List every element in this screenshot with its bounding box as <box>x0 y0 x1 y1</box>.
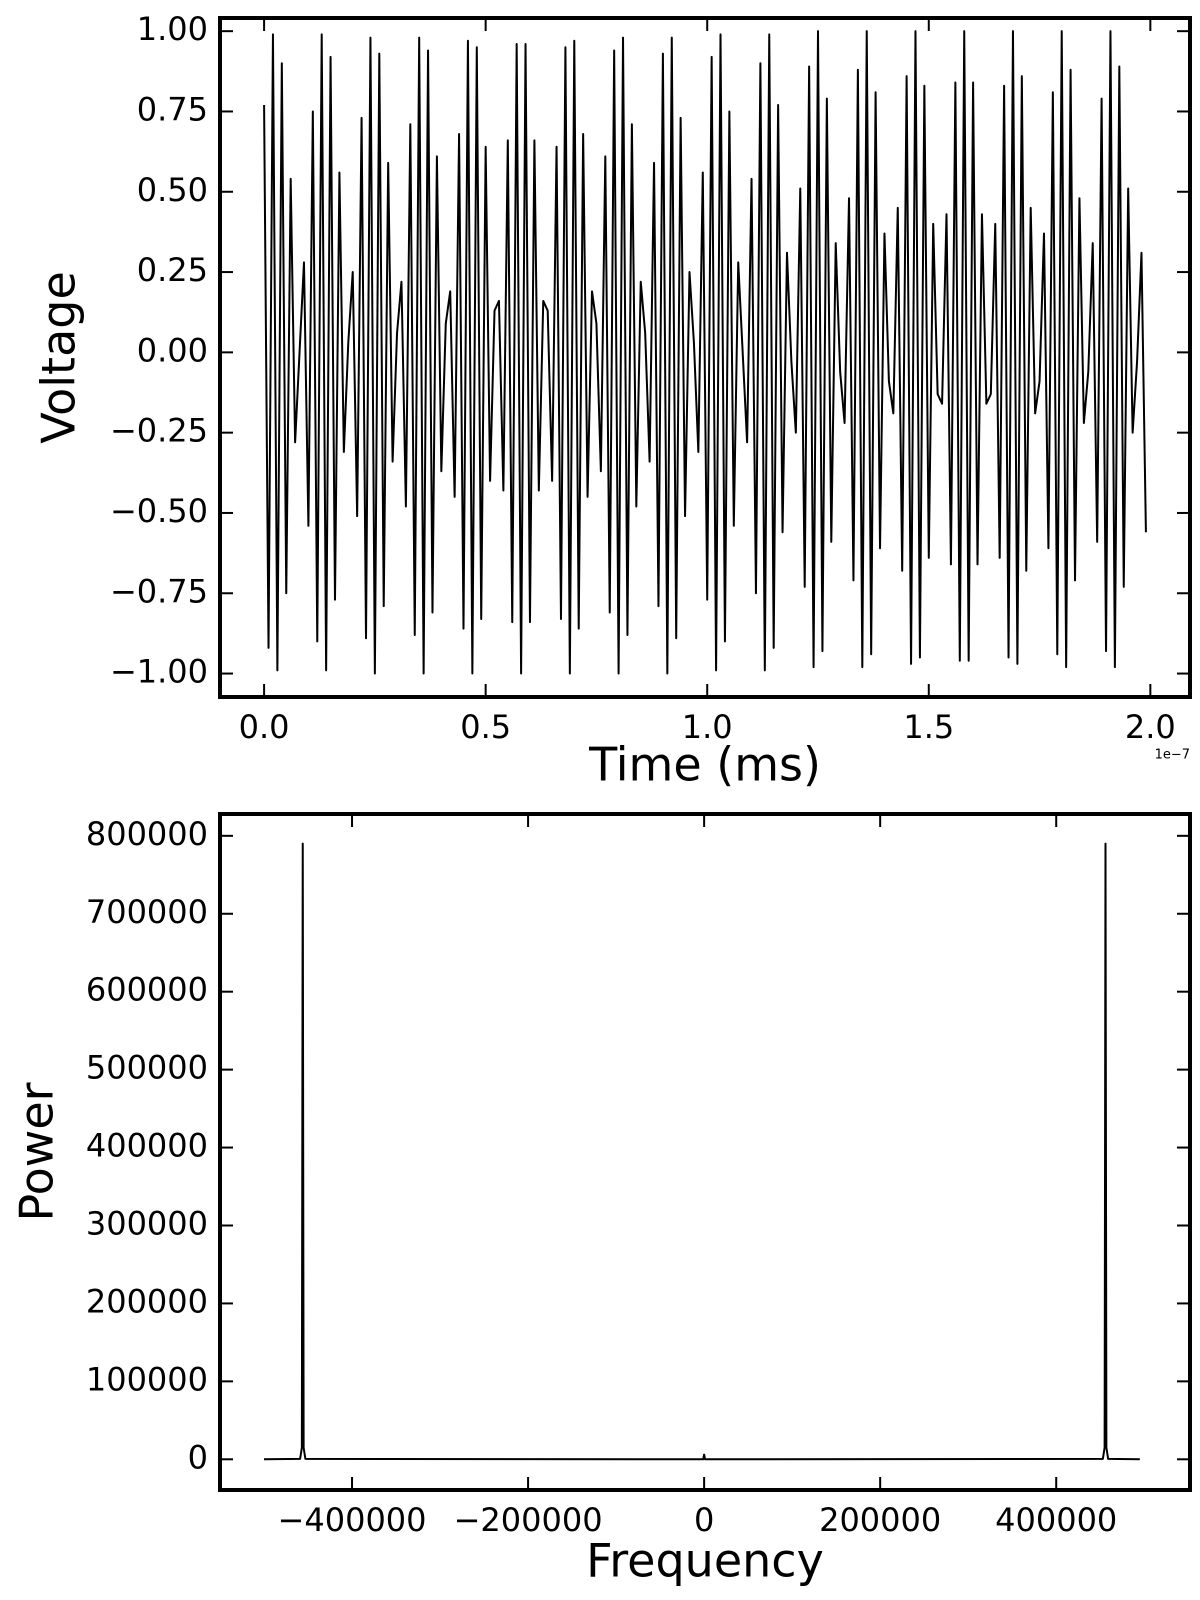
x-tick-label: 200000 <box>819 1501 941 1539</box>
x-tick-label: 1.0 <box>682 708 733 746</box>
y-tick-label: −0.75 <box>110 572 208 610</box>
y-tick-label: 800000 <box>86 815 208 853</box>
y-tick-label: 600000 <box>86 971 208 1009</box>
y-tick-label: 1.00 <box>137 10 208 48</box>
y-tick-label: −0.25 <box>110 412 208 450</box>
x-axis-label: Frequency <box>586 1534 824 1588</box>
x-offset-label: 1e−7 <box>1155 748 1190 763</box>
y-tick-label: 0.50 <box>137 171 208 209</box>
y-tick-label: 0 <box>188 1438 208 1476</box>
axes-frame <box>218 812 1192 1492</box>
y-tick-label: 0.25 <box>137 251 208 289</box>
y-axis-label: Power <box>10 1082 64 1221</box>
signal-line <box>263 842 1140 1461</box>
x-tick-label: −200000 <box>454 1501 603 1539</box>
axes-frame <box>218 16 1192 699</box>
y-axis-label: Voltage <box>32 271 86 444</box>
x-tick-label: 0.5 <box>460 708 511 746</box>
signal-line <box>263 30 1147 675</box>
y-tick-label: 0.00 <box>137 331 208 369</box>
y-tick-label: 200000 <box>86 1282 208 1320</box>
y-tick-label: 100000 <box>86 1360 208 1398</box>
y-tick-label: −0.50 <box>110 492 208 530</box>
x-axis-label: Time (ms) <box>588 738 821 792</box>
x-tick-label: 400000 <box>995 1501 1117 1539</box>
x-tick-label: 1.5 <box>903 708 954 746</box>
y-tick-label: 0.75 <box>137 90 208 128</box>
y-tick-label: 400000 <box>86 1127 208 1165</box>
x-tick-label: 0.0 <box>239 708 290 746</box>
x-tick-label: 0 <box>694 1501 714 1539</box>
y-tick-label: 300000 <box>86 1204 208 1242</box>
y-tick-label: 500000 <box>86 1049 208 1087</box>
y-tick-label: 700000 <box>86 893 208 931</box>
x-tick-label: −400000 <box>278 1501 427 1539</box>
x-tick-label: 2.0 <box>1125 708 1176 746</box>
y-tick-label: −1.00 <box>110 653 208 691</box>
